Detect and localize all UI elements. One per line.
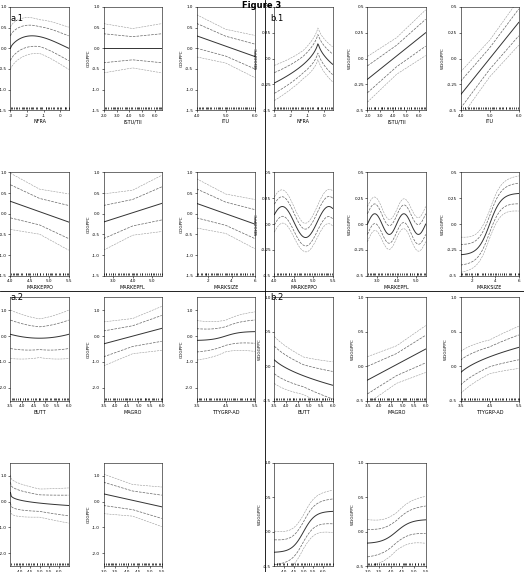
Y-axis label: GDGPPC: GDGPPC [180,50,184,67]
Y-axis label: WGGGPPC: WGGGPPC [255,213,259,235]
X-axis label: ITU: ITU [222,119,230,124]
Y-axis label: WGGGPPC: WGGGPPC [348,47,352,69]
X-axis label: MAGRO: MAGRO [387,410,406,415]
Y-axis label: GDGPPC: GDGPPC [180,340,184,358]
X-axis label: ISTU/TII: ISTU/TII [387,119,406,124]
Y-axis label: GDGPPC: GDGPPC [86,50,91,67]
X-axis label: NFRA: NFRA [297,119,310,124]
X-axis label: ITU: ITU [486,119,494,124]
Y-axis label: WGGGPPC: WGGGPPC [441,47,445,69]
Text: a.1: a.1 [10,14,24,23]
Y-axis label: WGGGPPC: WGGGPPC [441,213,445,235]
X-axis label: MARKEPFL: MARKEPFL [384,285,409,289]
Y-axis label: WGGGPPC: WGGGPPC [257,504,261,526]
X-axis label: MARKSIZE: MARKSIZE [477,285,503,289]
X-axis label: TTYGRP-AD: TTYGRP-AD [476,410,504,415]
Y-axis label: GDGPPC: GDGPPC [86,506,91,523]
Y-axis label: WGGGPPC: WGGGPPC [348,213,352,235]
Y-axis label: WGGGPPC: WGGGPPC [351,504,355,526]
Y-axis label: WGGGPPC: WGGGPPC [255,47,259,69]
X-axis label: MAGRO: MAGRO [124,410,142,415]
Y-axis label: WGGGPPC: WGGGPPC [444,338,447,360]
Text: a.2: a.2 [10,293,24,302]
Y-axis label: WGGGPPC: WGGGPPC [257,338,261,360]
X-axis label: ISTU/TII: ISTU/TII [123,119,142,124]
X-axis label: TTYGRP-AD: TTYGRP-AD [212,410,239,415]
X-axis label: NFRA: NFRA [33,119,46,124]
Y-axis label: GDGPPC: GDGPPC [86,215,91,233]
Text: Figure 3: Figure 3 [243,1,281,10]
X-axis label: MARKSIZE: MARKSIZE [213,285,238,289]
X-axis label: MARKEPPO: MARKEPPO [290,285,317,289]
Text: b.1: b.1 [270,14,283,23]
X-axis label: MARKEPFL: MARKEPFL [120,285,146,289]
Y-axis label: GDGPPC: GDGPPC [86,340,91,358]
Text: b.2: b.2 [270,293,283,302]
Y-axis label: GDGPPC: GDGPPC [180,215,184,233]
Y-axis label: WGGGPPC: WGGGPPC [351,338,355,360]
X-axis label: BUTT: BUTT [33,410,46,415]
X-axis label: MARKEPPO: MARKEPPO [26,285,53,289]
X-axis label: BUTT: BUTT [297,410,310,415]
